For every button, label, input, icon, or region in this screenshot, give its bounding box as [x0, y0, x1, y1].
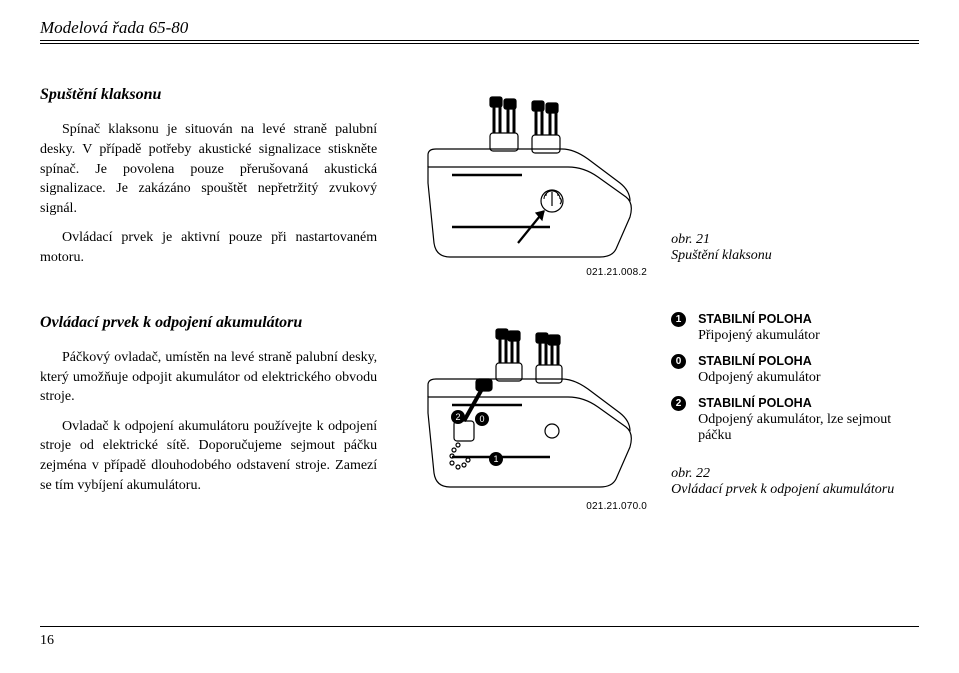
fig22-legend-col: 1 STABILNÍ POLOHA Připojený akumulátor 0… — [671, 312, 919, 512]
fig21-caption-a: obr. 21 — [671, 232, 919, 248]
battery-para-1: Páčkový ovladač, umístěn na levé straně … — [40, 348, 377, 407]
horn-text-col: Spuštění klaksonu Spínač klaksonu je sit… — [40, 84, 377, 278]
svg-text:2: 2 — [455, 412, 460, 422]
fig22-caption-a: obr. 22 — [671, 466, 919, 482]
legend-title-1: STABILNÍ POLOHA — [698, 312, 812, 326]
horn-figure-col: 021.21.008.2 — [401, 84, 647, 278]
fig21-caption-b: Spuštění klaksonu — [671, 248, 919, 264]
legend-num-0: 0 — [671, 354, 686, 369]
legend-desc-1: Připojený akumulátor — [698, 328, 820, 343]
fig22-caption-b: Ovládací prvek k odpojení akumulátoru — [671, 482, 919, 498]
figure-22: 1 0 2 — [412, 317, 637, 497]
series-title: Modelová řada 65-80 — [40, 18, 919, 38]
page-number: 16 — [40, 633, 54, 649]
header-rule — [40, 40, 919, 44]
fig21-caption-col: obr. 21 Spuštění klaksonu — [671, 84, 919, 278]
battery-text-col: Ovládací prvek k odpojení akumulátoru Pá… — [40, 312, 377, 512]
battery-para-2: Ovladač k odpojení akumulátoru používejt… — [40, 417, 377, 495]
legend-num-2: 2 — [671, 396, 686, 411]
horn-para-2: Ovládací prvek je aktivní pouze při nast… — [40, 228, 377, 267]
legend-desc-0: Odpojený akumulátor — [698, 370, 820, 385]
horn-para-1: Spínač klaksonu je situován na levé stra… — [40, 120, 377, 218]
section-battery: Ovládací prvek k odpojení akumulátoru Pá… — [40, 312, 919, 512]
legend-title-2: STABILNÍ POLOHA — [698, 396, 812, 410]
battery-heading: Ovládací prvek k odpojení akumulátoru — [40, 312, 377, 334]
legend-title-0: STABILNÍ POLOHA — [698, 354, 812, 368]
svg-text:1: 1 — [493, 454, 498, 464]
fig21-ref: 021.21.008.2 — [586, 267, 647, 278]
legend-num-1: 1 — [671, 312, 686, 327]
horn-heading: Spuštění klaksonu — [40, 84, 377, 106]
section-horn: Spuštění klaksonu Spínač klaksonu je sit… — [40, 84, 919, 278]
footer-rule — [40, 626, 919, 627]
fig22-caption: obr. 22 Ovládací prvek k odpojení akumul… — [671, 466, 919, 498]
legend-item-1: 1 STABILNÍ POLOHA Připojený akumulátor — [671, 312, 919, 344]
svg-text:0: 0 — [479, 414, 484, 424]
fig22-ref: 021.21.070.0 — [586, 501, 647, 512]
legend-item-2: 2 STABILNÍ POLOHA Odpojený akumulátor, l… — [671, 396, 919, 444]
legend-desc-2: Odpojený akumulátor, lze sejmout páčku — [698, 412, 891, 443]
figure-21 — [412, 93, 637, 263]
battery-figure-col: 1 0 2 021.21.070.0 — [401, 312, 647, 512]
legend-item-0: 0 STABILNÍ POLOHA Odpojený akumulátor — [671, 354, 919, 386]
